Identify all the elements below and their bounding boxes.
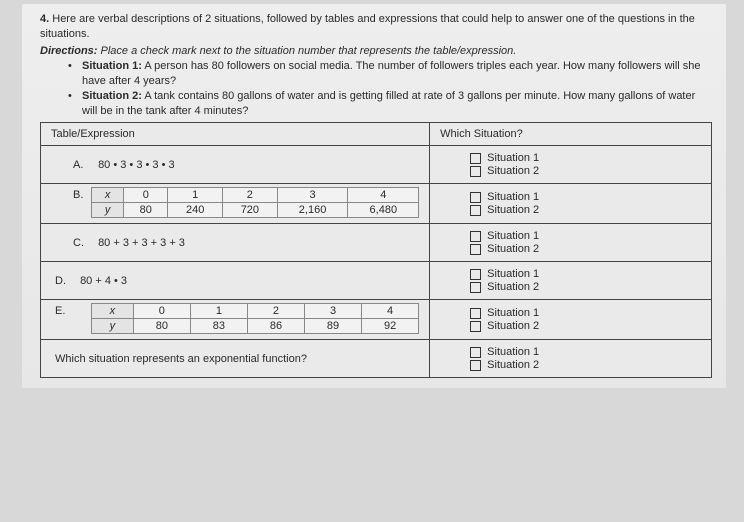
y-label: y [92,203,124,218]
checkbox-icon[interactable] [470,166,481,177]
y-cell: 89 [305,319,362,334]
checkbox-row: Situation 2 [440,359,701,371]
checkbox-icon[interactable] [470,360,481,371]
situation-item: • Situation 1: A person has 80 followers… [68,59,712,89]
row-letter: E. [55,305,77,317]
expression-text: 80 + 4 • 3 [80,275,127,287]
checkbox-row: Situation 1 [440,191,701,203]
x-cell: 3 [305,304,362,319]
y-cell: 720 [223,203,278,218]
directions-label: Directions: [40,45,97,57]
checkbox-row: Situation 2 [440,165,701,177]
checkbox-row: Situation 1 [440,152,701,164]
data-table-b: x 0 1 2 3 4 y 80 240 720 2,160 [91,187,419,218]
bullet-icon: • [68,59,82,89]
final-question: Which situation represents an exponentia… [51,353,419,365]
checkbox-row: Situation 2 [440,281,701,293]
checkbox-icon[interactable] [470,192,481,203]
option-label: Situation 1 [487,152,539,164]
x-cell: 2 [223,188,278,203]
y-cell: 2,160 [277,203,348,218]
checkbox-icon[interactable] [470,231,481,242]
situation-label: Situation 2: [82,90,142,102]
row-letter: A. [73,159,95,171]
checkbox-row: Situation 2 [440,204,701,216]
option-label: Situation 2 [487,359,539,371]
checkbox-icon[interactable] [470,269,481,280]
directions-text: Place a check mark next to the situation… [101,45,517,57]
x-cell: 0 [124,188,168,203]
y-cell: 86 [247,319,304,334]
question-header: 4. Here are verbal descriptions of 2 sit… [40,12,712,42]
worksheet-page: 4. Here are verbal descriptions of 2 sit… [22,4,726,388]
y-cell: 240 [168,203,223,218]
y-label: y [92,319,134,334]
header-row: Table/Expression Which Situation? [41,123,712,146]
row-letter: D. [55,275,77,287]
y-cell: 80 [133,319,190,334]
row-a: A. 80 • 3 • 3 • 3 • 3 Situation 1 Situat… [41,146,712,184]
question-number: 4. [40,13,49,25]
option-label: Situation 2 [487,320,539,332]
option-label: Situation 2 [487,281,539,293]
expression-text: 80 + 3 + 3 + 3 + 3 [98,237,185,249]
checkbox-icon[interactable] [470,282,481,293]
expression-text: 80 • 3 • 3 • 3 • 3 [98,159,175,171]
row-e: E. x 0 1 2 3 4 y 80 [41,300,712,340]
checkbox-icon[interactable] [470,205,481,216]
expression-a: A. 80 • 3 • 3 • 3 • 3 [51,159,419,171]
x-cell: 1 [190,304,247,319]
checkbox-row: Situation 1 [440,230,701,242]
situation-label: Situation 1: [82,60,142,72]
main-table: Table/Expression Which Situation? A. 80 … [40,122,712,378]
x-cell: 1 [168,188,223,203]
option-label: Situation 2 [487,243,539,255]
checkbox-row: Situation 2 [440,320,701,332]
bullet-icon: • [68,89,82,119]
header-right: Which Situation? [430,123,712,146]
situation-text: A person has 80 followers on social medi… [82,60,701,87]
option-label: Situation 1 [487,268,539,280]
x-cell: 3 [277,188,348,203]
option-label: Situation 1 [487,230,539,242]
y-cell: 92 [362,319,419,334]
row-b: B. x 0 1 2 3 4 y 80 [41,184,712,224]
x-cell: 4 [362,304,419,319]
y-cell: 83 [190,319,247,334]
checkbox-icon[interactable] [470,321,481,332]
row-c: C. 80 + 3 + 3 + 3 + 3 Situation 1 Situat… [41,224,712,262]
option-label: Situation 1 [487,191,539,203]
checkbox-row: Situation 1 [440,268,701,280]
row-letter: C. [73,237,95,249]
situation-item: • Situation 2: A tank contains 80 gallon… [68,89,712,119]
y-cell: 6,480 [348,203,419,218]
checkbox-row: Situation 1 [440,346,701,358]
situation-text: A tank contains 80 gallons of water and … [82,90,695,117]
checkbox-icon[interactable] [470,244,481,255]
checkbox-icon[interactable] [470,308,481,319]
data-table-e: x 0 1 2 3 4 y 80 83 86 89 [91,303,419,334]
y-cell: 80 [124,203,168,218]
header-left: Table/Expression [41,123,430,146]
option-label: Situation 2 [487,165,539,177]
expression-c: C. 80 + 3 + 3 + 3 + 3 [51,237,419,249]
checkbox-row: Situation 1 [440,307,701,319]
checkbox-row: Situation 2 [440,243,701,255]
x-cell: 4 [348,188,419,203]
expression-d: D. 80 + 4 • 3 [51,275,419,287]
option-label: Situation 2 [487,204,539,216]
x-label: x [92,188,124,203]
x-cell: 2 [247,304,304,319]
checkbox-icon[interactable] [470,153,481,164]
checkbox-icon[interactable] [470,347,481,358]
directions: Directions: Place a check mark next to t… [40,45,712,57]
row-d: D. 80 + 4 • 3 Situation 1 Situation 2 [41,262,712,300]
option-label: Situation 1 [487,346,539,358]
question-intro: Here are verbal descriptions of 2 situat… [40,13,695,40]
x-label: x [92,304,134,319]
situations-list: • Situation 1: A person has 80 followers… [40,59,712,119]
row-final: Which situation represents an exponentia… [41,340,712,378]
x-cell: 0 [133,304,190,319]
option-label: Situation 1 [487,307,539,319]
